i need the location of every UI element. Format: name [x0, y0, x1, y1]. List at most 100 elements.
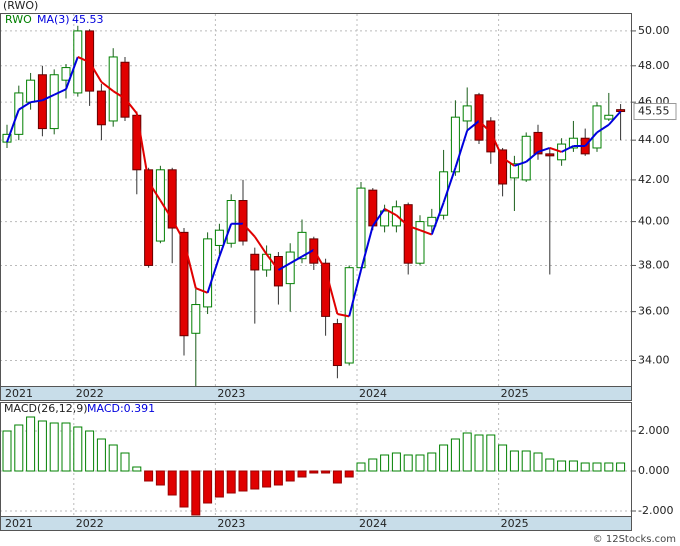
ma-segment	[289, 255, 303, 265]
candle-body	[592, 105, 602, 149]
macd-bar	[297, 470, 307, 478]
y-tick-label: -2.000	[638, 504, 673, 517]
ma-segment	[525, 151, 539, 163]
ma-segment	[124, 97, 138, 115]
macd-bar	[73, 426, 83, 472]
candle-body	[238, 200, 248, 242]
ma-segment	[41, 93, 55, 102]
macd-bar	[474, 434, 484, 472]
macd-bar	[356, 462, 366, 472]
candle-body	[604, 114, 614, 120]
candle-body	[415, 221, 425, 264]
macd-bar	[214, 470, 224, 498]
candle-body	[297, 231, 307, 260]
ma-segment	[442, 167, 457, 203]
x-tick-label: 2025	[501, 387, 529, 400]
legend-ma: MA(3)	[37, 13, 70, 26]
macd-bar	[238, 470, 248, 492]
ma-segment	[112, 90, 126, 100]
candle-body	[26, 79, 36, 103]
footer: © 12Stocks.com	[593, 534, 676, 545]
candle-body	[191, 304, 201, 334]
last-price-box	[633, 103, 677, 121]
candle-body	[486, 120, 496, 153]
ma-segment	[171, 218, 185, 242]
macd-bar	[521, 450, 531, 472]
macd-bar	[580, 462, 590, 472]
macd-bar	[179, 470, 189, 508]
x-tick-label: 2025	[501, 517, 529, 530]
macd-bar	[604, 462, 614, 472]
candle-body	[250, 253, 260, 271]
ma-segment	[277, 262, 291, 271]
year-strip	[0, 516, 632, 531]
candle-body	[167, 169, 177, 229]
ma-segment	[195, 287, 208, 294]
macd-bar	[96, 438, 106, 472]
macd-bar	[462, 432, 472, 472]
ma-segment	[301, 248, 315, 258]
y-tick-label: 50.00	[638, 24, 670, 37]
candle-body	[321, 262, 331, 317]
candle-body	[226, 200, 236, 244]
ma-segment	[183, 240, 197, 289]
ma-segment	[502, 156, 515, 167]
macd-bar	[167, 470, 177, 496]
macd-bar	[203, 470, 213, 504]
macd-bar	[285, 470, 295, 482]
last-price-label: 45.55	[638, 105, 670, 118]
ma-segment	[371, 208, 386, 227]
macd-bar	[427, 452, 437, 472]
macd-bar	[132, 466, 142, 472]
ma-segment	[159, 199, 174, 221]
macd-bar	[14, 424, 24, 472]
candle-body	[73, 30, 83, 94]
ma-segment	[596, 123, 610, 134]
ma-segment	[454, 130, 469, 169]
chart-title: (RWO)	[3, 0, 38, 12]
candle-body	[403, 204, 413, 264]
candle-body	[450, 116, 460, 173]
x-tick-label: 2021	[5, 387, 33, 400]
ma-segment	[18, 101, 32, 111]
x-tick-label: 2021	[5, 517, 33, 530]
macd-bar	[439, 444, 449, 472]
y-tick-label: 36.00	[638, 305, 670, 318]
macd-bar	[545, 458, 555, 472]
macd-legend: MACD(26,12,9)	[4, 402, 88, 415]
macd-value: MACD:0.391	[87, 402, 155, 415]
ma-segment	[65, 56, 79, 90]
y-tick-label: 40.00	[638, 215, 670, 228]
ma-segment	[100, 81, 114, 92]
y-tick-label: 48.00	[638, 59, 670, 72]
ma-segment	[549, 147, 562, 153]
ma-segment	[537, 147, 551, 153]
macd-bar	[262, 470, 272, 488]
macd-bar	[344, 470, 354, 478]
candle-body	[14, 92, 24, 135]
ma-segment	[419, 229, 433, 236]
macd-bar	[85, 430, 95, 472]
y-tick-label: 42.00	[638, 173, 670, 186]
x-tick-label: 2022	[76, 517, 104, 530]
macd-bar	[226, 470, 236, 494]
macd-bar	[49, 422, 59, 472]
legend-ma-value: 45.53	[72, 13, 104, 26]
candle-body	[132, 114, 142, 171]
ma-segment	[253, 236, 268, 255]
ma-segment	[53, 88, 67, 96]
macd-bar	[191, 470, 201, 516]
candle-body	[61, 67, 71, 81]
ma-segment	[430, 202, 445, 235]
ma-segment	[561, 145, 574, 153]
macd-bar	[403, 454, 413, 472]
macd-bar	[391, 452, 401, 472]
macd-bar	[592, 462, 602, 472]
x-tick-label: 2022	[76, 387, 104, 400]
macd-bar	[450, 438, 460, 472]
candle-body	[380, 210, 390, 227]
x-tick-label: 2024	[359, 517, 387, 530]
ma-segment	[324, 269, 339, 315]
macd-bar	[486, 434, 496, 472]
